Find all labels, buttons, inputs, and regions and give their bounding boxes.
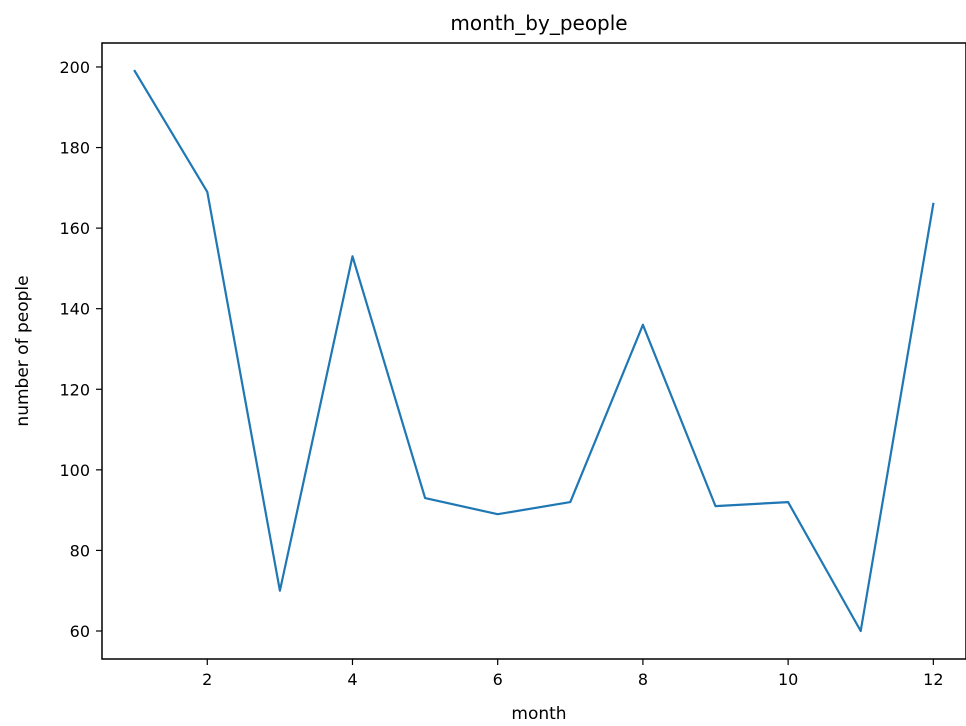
x-axis-ticks: 2 4 6 8 10 12 bbox=[202, 659, 944, 689]
y-tick-label: 140 bbox=[59, 300, 90, 319]
y-tick-label: 100 bbox=[59, 461, 90, 480]
series-line bbox=[133, 69, 935, 633]
y-tick-label: 200 bbox=[59, 58, 90, 77]
y-tick-label: 120 bbox=[59, 380, 90, 399]
x-tick-label: 2 bbox=[202, 670, 212, 689]
chart-title: month_by_people bbox=[450, 11, 627, 35]
y-axis-ticks: 60 80 100 120 140 160 180 200 bbox=[59, 58, 102, 641]
y-tick-label: 180 bbox=[59, 139, 90, 158]
x-tick-label: 4 bbox=[347, 670, 357, 689]
y-tick-label: 80 bbox=[70, 541, 90, 560]
y-tick-label: 60 bbox=[70, 622, 90, 641]
x-tick-label: 10 bbox=[778, 670, 798, 689]
x-axis-label: month bbox=[511, 704, 566, 724]
x-tick-label: 12 bbox=[923, 670, 943, 689]
axes-frame bbox=[101, 42, 966, 660]
plot-area bbox=[133, 69, 935, 633]
y-axis-label: number of people bbox=[13, 275, 33, 426]
x-tick-label: 8 bbox=[638, 670, 648, 689]
x-tick-label: 6 bbox=[493, 670, 503, 689]
y-tick-label: 160 bbox=[59, 219, 90, 238]
